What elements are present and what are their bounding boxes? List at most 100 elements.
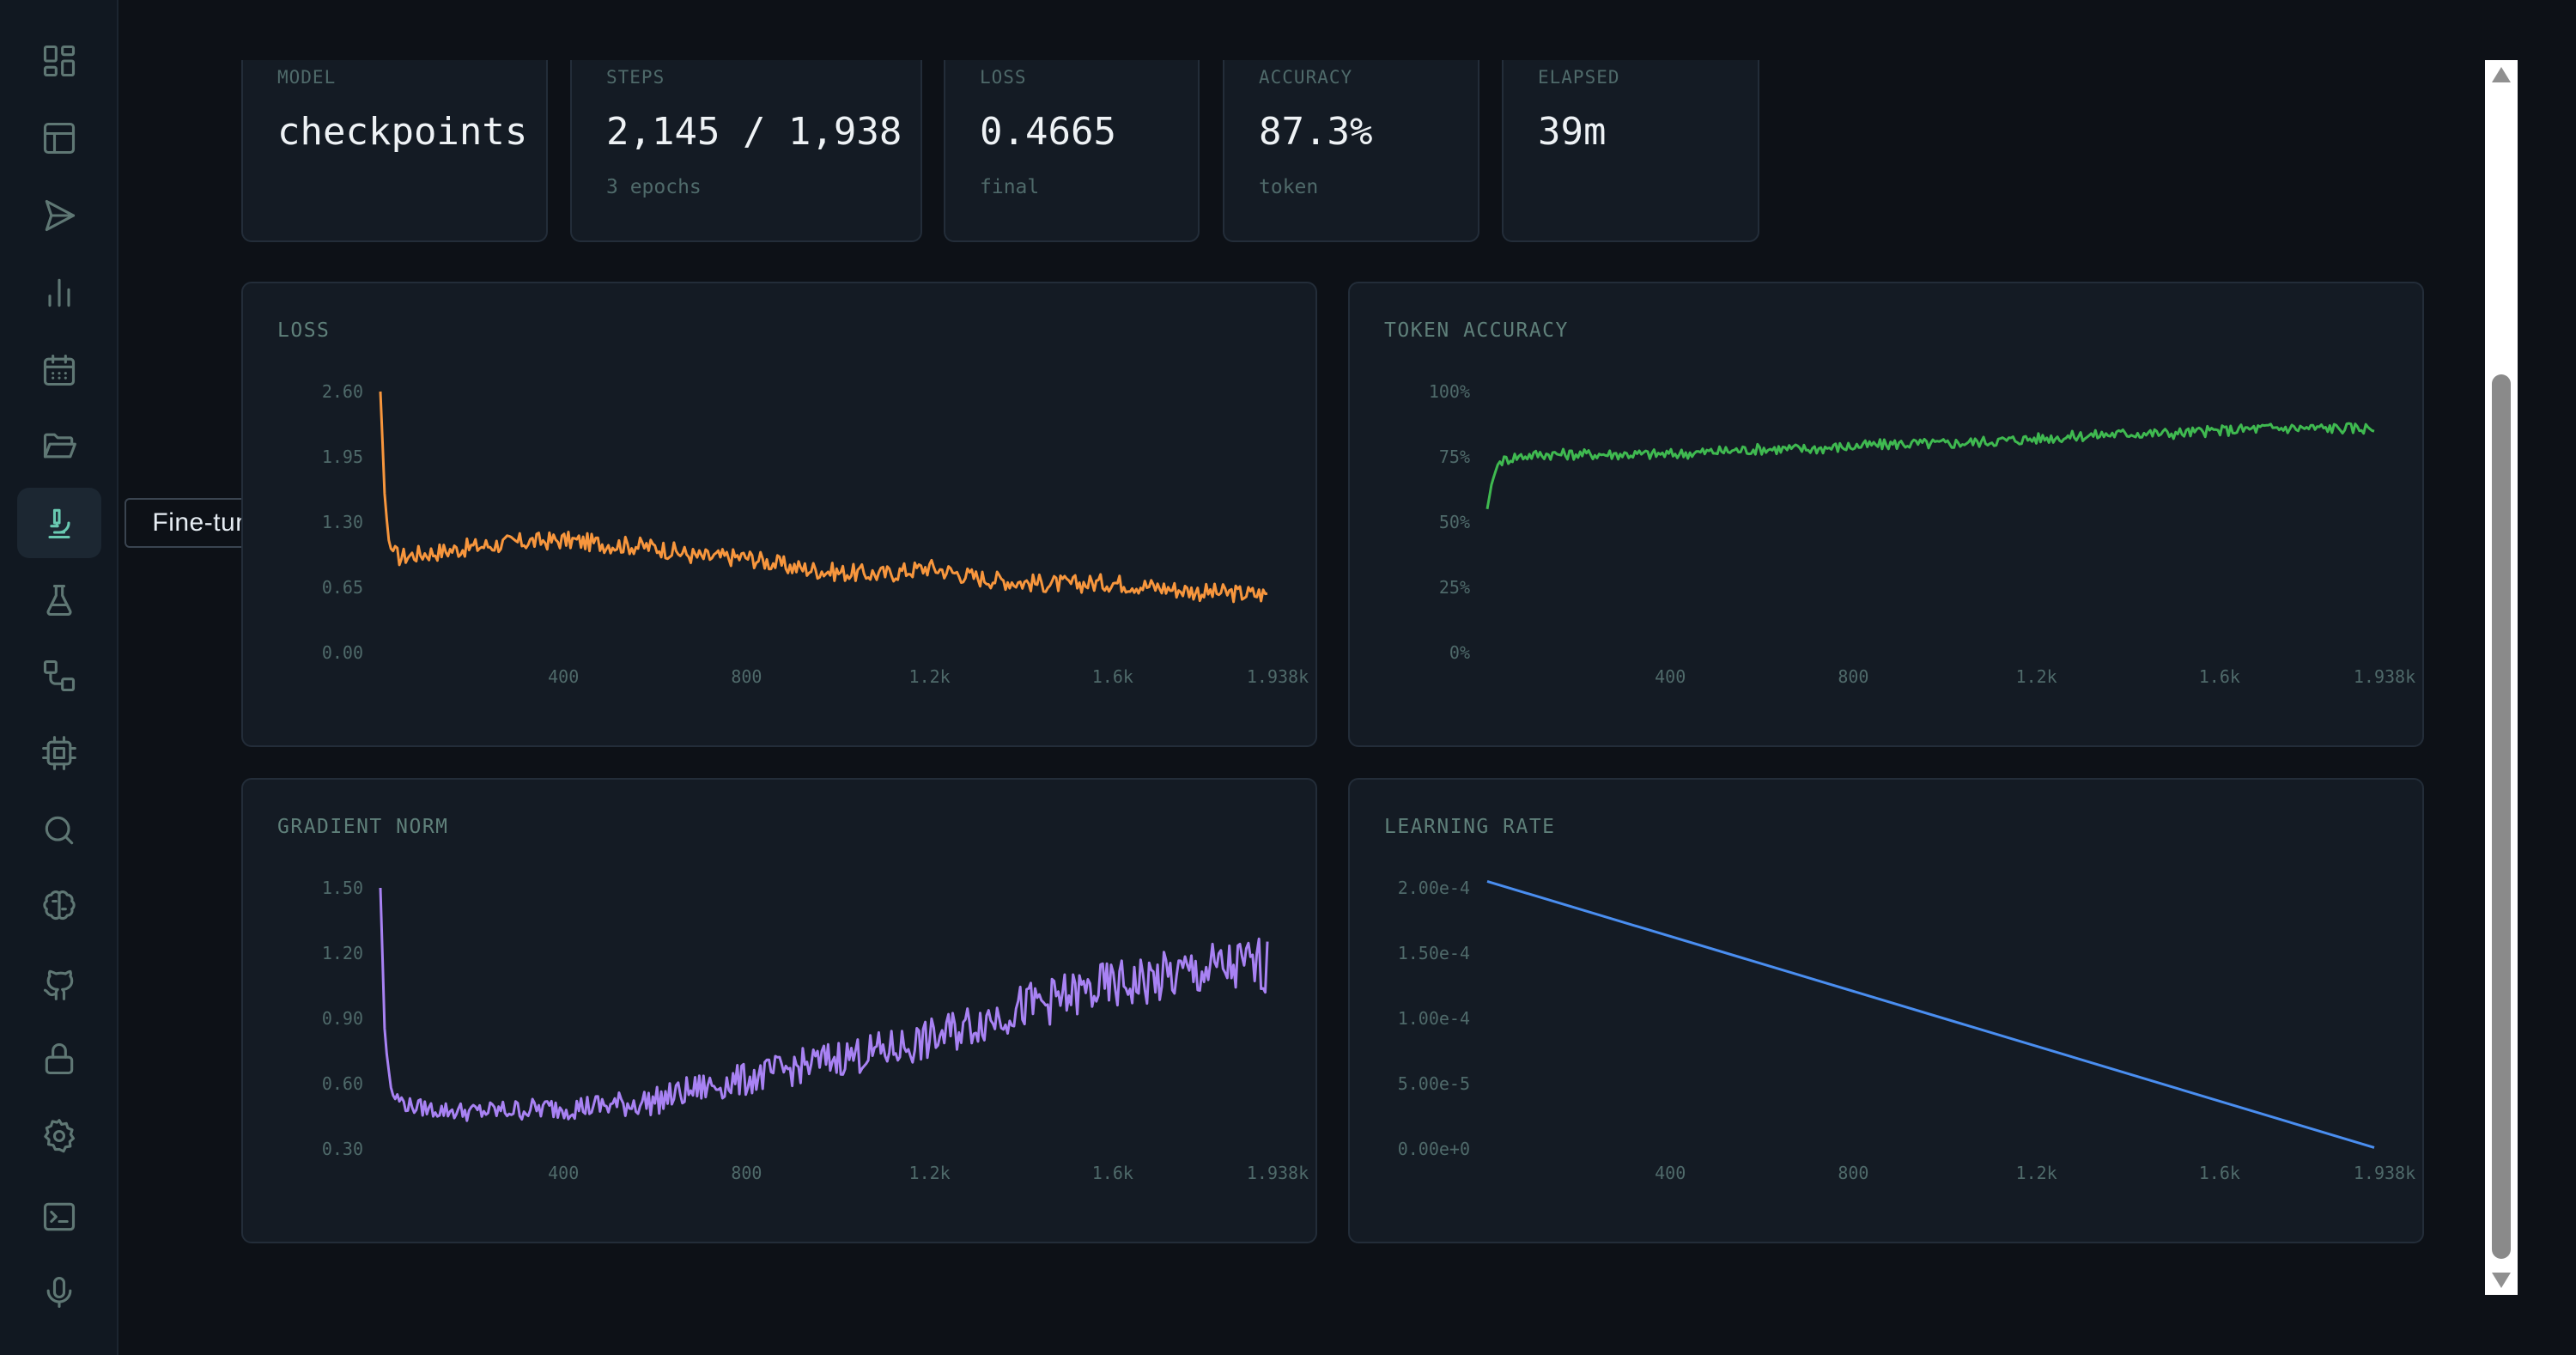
flask-icon (46, 584, 72, 617)
scrollbar[interactable] (2485, 60, 2518, 1295)
series-line (1485, 422, 2375, 510)
stat-label: ACCURACY (1259, 67, 1353, 88)
x-tick-label: 800 (1838, 666, 1868, 687)
stat-value: 2,145 / 1,938 (606, 110, 902, 154)
y-tick-label: 1.20 (322, 943, 363, 963)
workflow-icon (43, 659, 76, 692)
sidebar-item-experiments[interactable] (17, 565, 101, 635)
stat-card-model: MODEL checkpoints (241, 60, 548, 242)
cpu-icon (42, 736, 76, 770)
sidebar-item-analytics[interactable] (17, 258, 101, 328)
scroll-down-arrow[interactable] (2492, 1273, 2511, 1288)
lock-icon (45, 1043, 74, 1075)
x-tick-label: 1.2k (2016, 666, 2057, 687)
chart-panel-token-accuracy: TOKEN ACCURACY 100% 75% 50% 25% 0% 400 800 1.2k… (1348, 282, 2424, 747)
calendar-icon (43, 354, 76, 386)
y-tick-label: 1.30 (322, 512, 363, 532)
y-tick-label: 1.50e-4 (1398, 943, 1470, 963)
sidebar-item-compute[interactable] (17, 718, 101, 788)
y-tick-label: 100% (1429, 381, 1470, 402)
x-tick-label: 1.6k (2199, 666, 2240, 687)
sidebar-item-table[interactable] (17, 103, 101, 173)
sidebar-item-dashboard[interactable] (17, 26, 101, 96)
x-tick-label: 1.938k (1247, 666, 1309, 687)
y-tick-label: 2.60 (322, 381, 363, 402)
y-tick-label: 50% (1439, 512, 1470, 532)
y-tick-label: 0.90 (322, 1008, 363, 1029)
x-tick-label: 800 (731, 1163, 762, 1183)
gear-icon (44, 1119, 76, 1153)
gradient-norm-chart: 1.50 1.20 0.90 0.60 0.30 400 800 1.2k 1.6k 1.938k (322, 878, 1309, 1183)
x-tick-label: 1.6k (2199, 1163, 2240, 1183)
folder-open-icon (43, 433, 76, 459)
github-icon (43, 969, 74, 1000)
stat-value: 0.4665 (980, 110, 1116, 154)
sidebar-item-workflows[interactable] (17, 641, 101, 711)
x-tick-label: 1.938k (2354, 1163, 2415, 1183)
chart-title: LEARNING RATE (1384, 816, 1556, 838)
sidebar-item-github[interactable] (17, 948, 101, 1018)
sidebar-item-security[interactable] (17, 1024, 101, 1094)
x-tick-label: 1.938k (2354, 666, 2415, 687)
table-icon (43, 122, 76, 155)
sidebar-item-send[interactable] (17, 180, 101, 251)
sidebar-item-settings[interactable] (17, 1101, 101, 1171)
scroll-up-arrow[interactable] (2492, 67, 2511, 82)
send-icon (45, 199, 76, 232)
chart-title: LOSS (277, 319, 331, 342)
microscope-icon (48, 508, 70, 539)
stat-value: checkpoints (277, 110, 528, 154)
x-tick-label: 400 (548, 666, 579, 687)
stat-sub: final (980, 176, 1040, 198)
stat-label: STEPS (606, 67, 665, 88)
chart-panel-gradient-norm: GRADIENT NORM 1.50 1.20 0.90 0.60 0.30 400 800… (241, 778, 1317, 1243)
x-tick-label: 1.938k (1247, 1163, 1309, 1183)
x-tick-label: 1.2k (2016, 1163, 2057, 1183)
x-tick-label: 1.6k (1092, 1163, 1133, 1183)
sidebar (0, 0, 118, 1355)
y-tick-label: 1.50 (322, 878, 363, 898)
sidebar-item-calendar[interactable] (17, 335, 101, 405)
y-tick-label: 0.65 (322, 577, 363, 598)
dashboard-icon (43, 45, 76, 77)
x-tick-label: 1.2k (909, 666, 951, 687)
series-line (379, 887, 1269, 1122)
y-tick-label: 2.00e-4 (1398, 878, 1470, 898)
search-icon (45, 816, 74, 845)
x-tick-label: 400 (548, 1163, 579, 1183)
stat-value: 39m (1538, 110, 1607, 154)
stat-label: LOSS (980, 67, 1027, 88)
chart-panel-loss: LOSS 2.60 1.95 1.30 0.65 0.00 400 800 1.2k 1.6k 1… (241, 282, 1317, 747)
stat-card-steps: STEPS 2,145 / 1,938 3 epochs (570, 60, 922, 242)
stat-label: MODEL (277, 67, 337, 88)
chart-title: GRADIENT NORM (277, 816, 449, 838)
y-tick-label: 25% (1439, 577, 1470, 598)
chart-title: TOKEN ACCURACY (1384, 319, 1569, 342)
stat-sub: 3 epochs (606, 176, 702, 198)
learning-rate-chart: 2.00e-4 1.50e-4 1.00e-4 5.00e-5 0.00e+0 400 80… (1398, 878, 2415, 1183)
series-line (1486, 879, 2375, 1149)
brain-icon (43, 890, 76, 921)
stat-card-elapsed: ELAPSED 39m (1502, 60, 1759, 242)
x-tick-label: 1.6k (1092, 666, 1133, 687)
chart-panel-learning-rate: LEARNING RATE 2.00e-4 1.50e-4 1.00e-4 5.00e… (1348, 778, 2424, 1243)
y-tick-label: 0.00e+0 (1398, 1139, 1470, 1159)
sidebar-item-search[interactable] (17, 795, 101, 866)
x-tick-label: 400 (1655, 1163, 1686, 1183)
stat-card-accuracy: ACCURACY 87.3% token (1223, 60, 1479, 242)
sidebar-item-files[interactable] (17, 410, 101, 481)
stat-card-loss: LOSS 0.4665 final (944, 60, 1200, 242)
microphone-icon (46, 1276, 72, 1309)
stat-label: ELAPSED (1538, 67, 1620, 88)
bar-chart-icon (48, 278, 70, 307)
scrollbar-thumb[interactable] (2492, 374, 2511, 1259)
x-tick-label: 800 (731, 666, 762, 687)
y-tick-label: 0.30 (322, 1139, 363, 1159)
y-tick-label: 0.00 (322, 642, 363, 663)
stat-sub: token (1259, 176, 1319, 198)
sidebar-item-models[interactable] (17, 871, 101, 941)
y-tick-label: 0.60 (322, 1073, 363, 1094)
sidebar-item-terminal[interactable] (17, 1182, 101, 1252)
sidebar-item-fine-tune[interactable] (17, 488, 101, 558)
sidebar-item-voice[interactable] (17, 1257, 101, 1328)
